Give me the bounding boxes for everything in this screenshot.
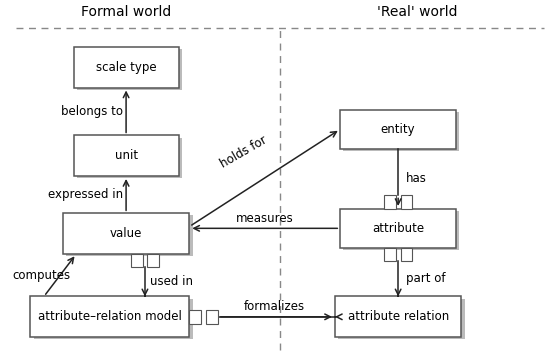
Text: attribute: attribute (372, 222, 424, 235)
Bar (189, 310, 201, 324)
Text: expressed in: expressed in (48, 188, 124, 201)
Text: value: value (110, 227, 142, 240)
Bar (401, 248, 412, 261)
Bar (401, 195, 412, 209)
Bar (131, 254, 143, 268)
Bar (206, 310, 218, 324)
Bar (344, 112, 460, 151)
Text: measures: measures (236, 212, 294, 225)
Text: used in: used in (150, 275, 193, 289)
Text: computes: computes (13, 269, 71, 282)
Text: holds for: holds for (217, 134, 269, 171)
Text: 'Real' world: 'Real' world (377, 5, 457, 19)
Text: unit: unit (115, 149, 138, 162)
Bar (66, 215, 193, 256)
Bar (147, 254, 159, 268)
Text: part of: part of (406, 272, 446, 285)
Text: scale type: scale type (96, 61, 156, 74)
Text: Formal world: Formal world (81, 5, 171, 19)
Bar (384, 195, 396, 209)
Bar (30, 297, 189, 337)
Text: attribute–relation model: attribute–relation model (38, 310, 182, 323)
Bar (74, 47, 178, 87)
Text: entity: entity (381, 123, 416, 136)
Bar (340, 110, 456, 149)
Bar (344, 211, 460, 250)
Text: formalizes: formalizes (243, 301, 305, 313)
Bar (340, 209, 456, 248)
Bar (74, 135, 178, 176)
Bar (335, 297, 462, 337)
Bar (77, 137, 182, 178)
Bar (77, 49, 182, 90)
Bar (384, 248, 396, 261)
Bar (63, 213, 189, 254)
Bar (338, 299, 464, 339)
Bar (33, 299, 193, 339)
Text: attribute relation: attribute relation (348, 310, 449, 323)
Text: belongs to: belongs to (61, 105, 124, 118)
Text: has: has (406, 172, 427, 185)
